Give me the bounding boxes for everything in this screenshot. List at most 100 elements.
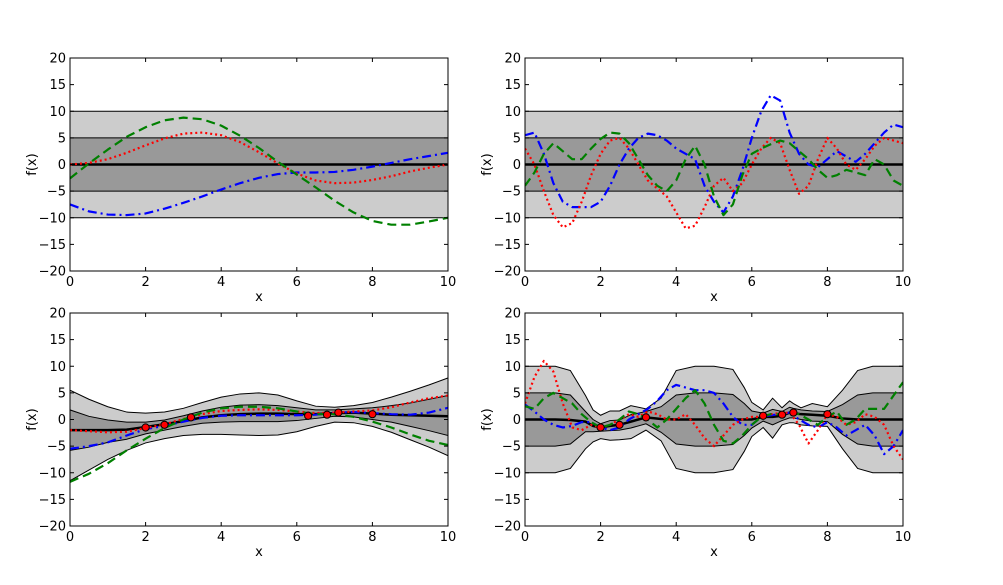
sample-line-green (70, 116, 448, 226)
y-tick-label: 20 (49, 52, 66, 67)
y-axis-label: f(x) (480, 153, 495, 175)
subplot-prior-fixed: 0 2 4 6 8 10 −20 −15 −10 −5 0 5 10 15 20 x f(x) (25, 52, 456, 306)
y-tick-label: −15 (39, 493, 66, 508)
data-point (759, 411, 768, 420)
x-tick-label: 6 (748, 275, 756, 290)
x-tick-label: 6 (293, 275, 301, 290)
y-tick-label: −20 (39, 265, 66, 280)
x-tick-label: 4 (672, 275, 680, 290)
y-tick-label: 20 (504, 52, 521, 67)
y-axis-label: f(x) (25, 153, 40, 175)
x-tick-label: 10 (440, 530, 457, 545)
x-axis-label: x (710, 545, 718, 560)
x-axis-label: x (255, 290, 263, 305)
y-tick-label: 15 (504, 78, 521, 93)
data-point (615, 420, 624, 429)
y-tick-label: 10 (504, 105, 521, 120)
y-tick-label: 5 (513, 131, 521, 146)
y-tick-label: 10 (49, 105, 66, 120)
data-point (304, 411, 313, 420)
mean-line (70, 411, 448, 432)
y-tick-label: −15 (494, 238, 521, 253)
sample-line-green (525, 381, 903, 445)
sample-line-blue (70, 406, 448, 450)
data-point (823, 410, 832, 419)
data-point (368, 410, 377, 419)
y-tick-label: 20 (504, 307, 521, 322)
plot-area (525, 94, 903, 230)
sample-line-red (70, 394, 448, 434)
plot-area (70, 377, 448, 483)
x-axis-label: x (255, 545, 263, 560)
band-inner (70, 395, 448, 451)
x-tick-label: 4 (217, 275, 225, 290)
y-tick-label: −10 (494, 211, 521, 226)
y-tick-label: −5 (502, 440, 521, 455)
band-outer (70, 377, 448, 482)
y-tick-label: −15 (494, 493, 521, 508)
y-tick-label: −5 (502, 185, 521, 200)
data-point (596, 423, 605, 432)
y-tick-label: −20 (494, 520, 521, 535)
sample-line-red (525, 136, 903, 230)
y-tick-label: 0 (513, 413, 521, 428)
data-point (141, 423, 150, 432)
data-point (186, 413, 196, 422)
subplot-posterior-smooth: 0 2 4 6 8 10 −20 −15 −10 −5 0 5 10 15 20 x f(x) (25, 307, 456, 561)
y-tick-label: 0 (513, 158, 521, 173)
x-tick-label: 4 (217, 530, 225, 545)
data-point (641, 413, 651, 422)
plot-area (525, 359, 903, 474)
x-tick-label: 10 (895, 275, 912, 290)
x-tick-label: 0 (66, 275, 74, 290)
y-axis-label: f(x) (25, 408, 40, 430)
subplot-posterior-wiggly: 0 2 4 6 8 10 −20 −15 −10 −5 0 5 10 15 20 x f(x) (480, 307, 911, 561)
y-tick-label: 20 (49, 307, 66, 322)
sample-line-blue (525, 94, 903, 214)
x-tick-label: 8 (368, 275, 376, 290)
y-axis-label: f(x) (480, 408, 495, 430)
data-point (160, 420, 169, 429)
x-tick-label: 8 (368, 530, 376, 545)
subplot-prior-wiggly: 0 2 4 6 8 10 −20 −15 −10 −5 0 5 10 15 20 x f(x) (480, 52, 911, 306)
y-tick-label: −20 (494, 265, 521, 280)
y-tick-label: −15 (39, 238, 66, 253)
x-tick-label: 2 (596, 275, 604, 290)
sample-line-blue (525, 383, 903, 456)
x-tick-label: 10 (440, 275, 457, 290)
y-tick-label: 10 (504, 360, 521, 375)
x-tick-label: 6 (748, 530, 756, 545)
y-tick-label: 15 (504, 333, 521, 348)
x-tick-label: 0 (521, 530, 529, 545)
x-tick-label: 0 (521, 275, 529, 290)
y-tick-label: 15 (49, 78, 66, 93)
x-tick-label: 2 (141, 530, 149, 545)
x-axis-label: x (710, 290, 718, 305)
sample-line-red (525, 359, 903, 461)
y-tick-label: 15 (49, 333, 66, 348)
y-tick-label: −5 (47, 440, 66, 455)
plot-area (70, 110, 448, 226)
x-tick-label: 2 (596, 530, 604, 545)
y-tick-label: −10 (39, 211, 66, 226)
x-tick-label: 8 (823, 275, 831, 290)
y-tick-label: 0 (58, 413, 66, 428)
y-tick-label: −20 (39, 520, 66, 535)
data-point (789, 408, 798, 417)
sample-line-green (70, 405, 448, 483)
sample-line-blue (70, 151, 448, 217)
x-tick-label: 2 (141, 275, 149, 290)
y-tick-label: 0 (58, 158, 66, 173)
y-tick-label: 5 (58, 131, 66, 146)
data-point (334, 408, 343, 417)
x-tick-label: 6 (293, 530, 301, 545)
y-tick-label: 10 (49, 360, 66, 375)
y-tick-label: −5 (47, 185, 66, 200)
x-tick-label: 0 (66, 530, 74, 545)
x-tick-label: 10 (895, 530, 912, 545)
y-tick-label: −10 (494, 466, 521, 481)
y-tick-label: −10 (39, 466, 66, 481)
data-point (777, 410, 787, 419)
y-tick-label: 5 (58, 386, 66, 401)
